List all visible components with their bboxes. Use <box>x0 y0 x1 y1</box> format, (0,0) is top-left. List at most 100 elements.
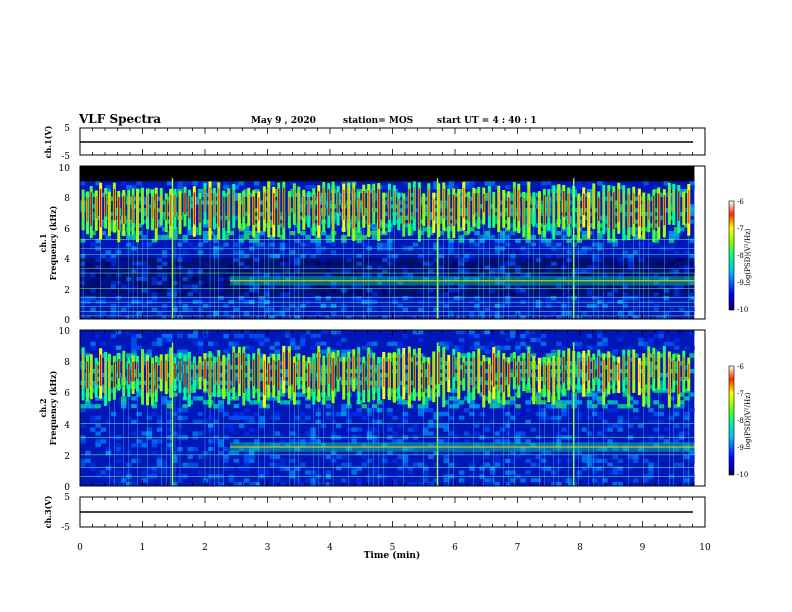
spectrogram-cell <box>428 392 434 397</box>
spectrogram-cell <box>494 238 501 243</box>
spectrogram-cell <box>494 345 501 350</box>
spectrogram-cell <box>218 181 224 186</box>
spectrogram-cell <box>248 427 255 432</box>
spectrogram-cell <box>192 462 199 467</box>
spheric-core <box>86 361 89 389</box>
spectrogram-cell <box>295 288 301 293</box>
spheric-core <box>243 352 245 393</box>
spectrogram-cell <box>223 284 229 289</box>
spectrogram-cell <box>463 211 470 217</box>
spectrogram-cell <box>581 250 588 255</box>
spectrogram-cell <box>90 443 96 448</box>
spectrogram-cell <box>689 307 695 312</box>
spectrogram-cell <box>218 292 224 297</box>
spectrogram-cell <box>638 250 644 255</box>
spectrogram-cell <box>653 234 659 240</box>
spectrogram-cell <box>684 447 690 452</box>
spectrogram-cell <box>484 311 490 316</box>
spectrogram-cell <box>617 208 624 213</box>
spectrogram-cell <box>412 411 419 417</box>
spectrogram-cell <box>668 185 675 190</box>
spheric-core <box>146 361 149 393</box>
spectrogram-cell <box>238 223 245 228</box>
spectrogram-cell <box>305 330 311 335</box>
spectrogram-cell <box>310 431 316 436</box>
spectrogram-cell <box>423 431 429 436</box>
spectrogram-cell <box>448 280 455 285</box>
spectrogram-cell <box>156 384 163 389</box>
spectrogram-cell <box>376 400 383 405</box>
spectrogram-cell <box>504 470 511 475</box>
spectrogram-cell <box>520 257 526 263</box>
spectrogram-cell <box>679 227 685 232</box>
spectrogram-cell <box>474 276 480 282</box>
spectrogram-cell <box>95 273 101 278</box>
spectrogram-cell <box>586 345 593 350</box>
spectrogram-cell <box>269 185 275 190</box>
spectrogram-cell <box>643 181 649 186</box>
spectrogram-cell <box>248 454 255 460</box>
spectrogram-cell <box>423 181 429 186</box>
spectrogram-cell <box>233 280 240 285</box>
spectrogram-cell <box>366 276 373 282</box>
spectrogram-cell <box>632 196 639 201</box>
spectrogram-cell <box>402 196 409 201</box>
spectrogram-cell <box>540 333 547 339</box>
spectrogram-cell <box>632 250 639 255</box>
ch1-colorbar <box>728 200 735 311</box>
spheric-core <box>318 191 320 226</box>
spectrogram-cell <box>228 388 234 393</box>
spheric-core <box>553 362 555 392</box>
spectrogram-cell <box>689 330 695 335</box>
spectrogram-cell <box>202 234 209 240</box>
spectrogram-cell <box>136 380 142 385</box>
spectrogram-cell <box>100 280 106 285</box>
spectrogram-cell <box>653 276 659 282</box>
spectrogram-cell <box>443 376 450 382</box>
spheric-core <box>169 194 172 226</box>
spectrogram-cell <box>499 311 506 316</box>
spectrogram-cell <box>469 257 475 263</box>
spectrogram-cell <box>115 181 122 186</box>
spectrogram-cell <box>228 396 234 401</box>
spectrogram-cell <box>638 257 644 263</box>
spectrogram-cell <box>617 404 624 409</box>
spectrogram-cell <box>356 288 362 293</box>
spectrogram-cell <box>85 404 91 409</box>
spectrogram-cell <box>622 253 629 259</box>
spectrogram-cell <box>561 345 567 350</box>
spectrogram-cell <box>402 411 409 417</box>
spectrogram-cell <box>90 341 96 346</box>
spectrogram-cell <box>105 470 112 475</box>
spectrogram-cell <box>515 345 521 350</box>
spectrogram-cell <box>233 192 240 197</box>
spectrogram-cell <box>458 470 465 475</box>
spectrogram-cell <box>187 181 194 186</box>
spectrogram-cell <box>489 466 496 471</box>
spectrogram-cell <box>141 303 147 308</box>
spheric-core <box>463 362 465 379</box>
spectrogram-cell <box>438 411 444 417</box>
ch2-spectrogram-ticks <box>79 330 706 486</box>
ch1-spectrogram-panel: 0 2 4 6 8 10 ch.1 Frequency (kHz) -6 -7 … <box>38 164 752 326</box>
spectrogram-cell <box>161 396 168 401</box>
spectrogram-cell <box>259 443 265 448</box>
spheric-core <box>204 189 206 213</box>
ch1-freq-tick-4: 4 <box>64 255 70 265</box>
spectrogram-cell <box>156 234 163 240</box>
spectrogram-cell <box>254 181 260 186</box>
spectrogram-cell <box>382 284 388 289</box>
ch1-colorbar-tick-7: -7 <box>737 225 744 233</box>
spectrogram-cell <box>423 204 429 209</box>
spheric-core <box>151 196 154 219</box>
spectrogram-cell <box>187 296 194 301</box>
spectrogram-cell <box>484 447 490 452</box>
spectrogram-cell <box>95 333 101 339</box>
spectrogram-cell <box>494 462 501 467</box>
spectrogram-cell <box>274 411 281 417</box>
spectrogram-cell <box>474 188 480 194</box>
spectrogram-cell <box>673 423 680 428</box>
spectrogram-cell <box>412 330 419 335</box>
spheric-core <box>663 195 666 226</box>
